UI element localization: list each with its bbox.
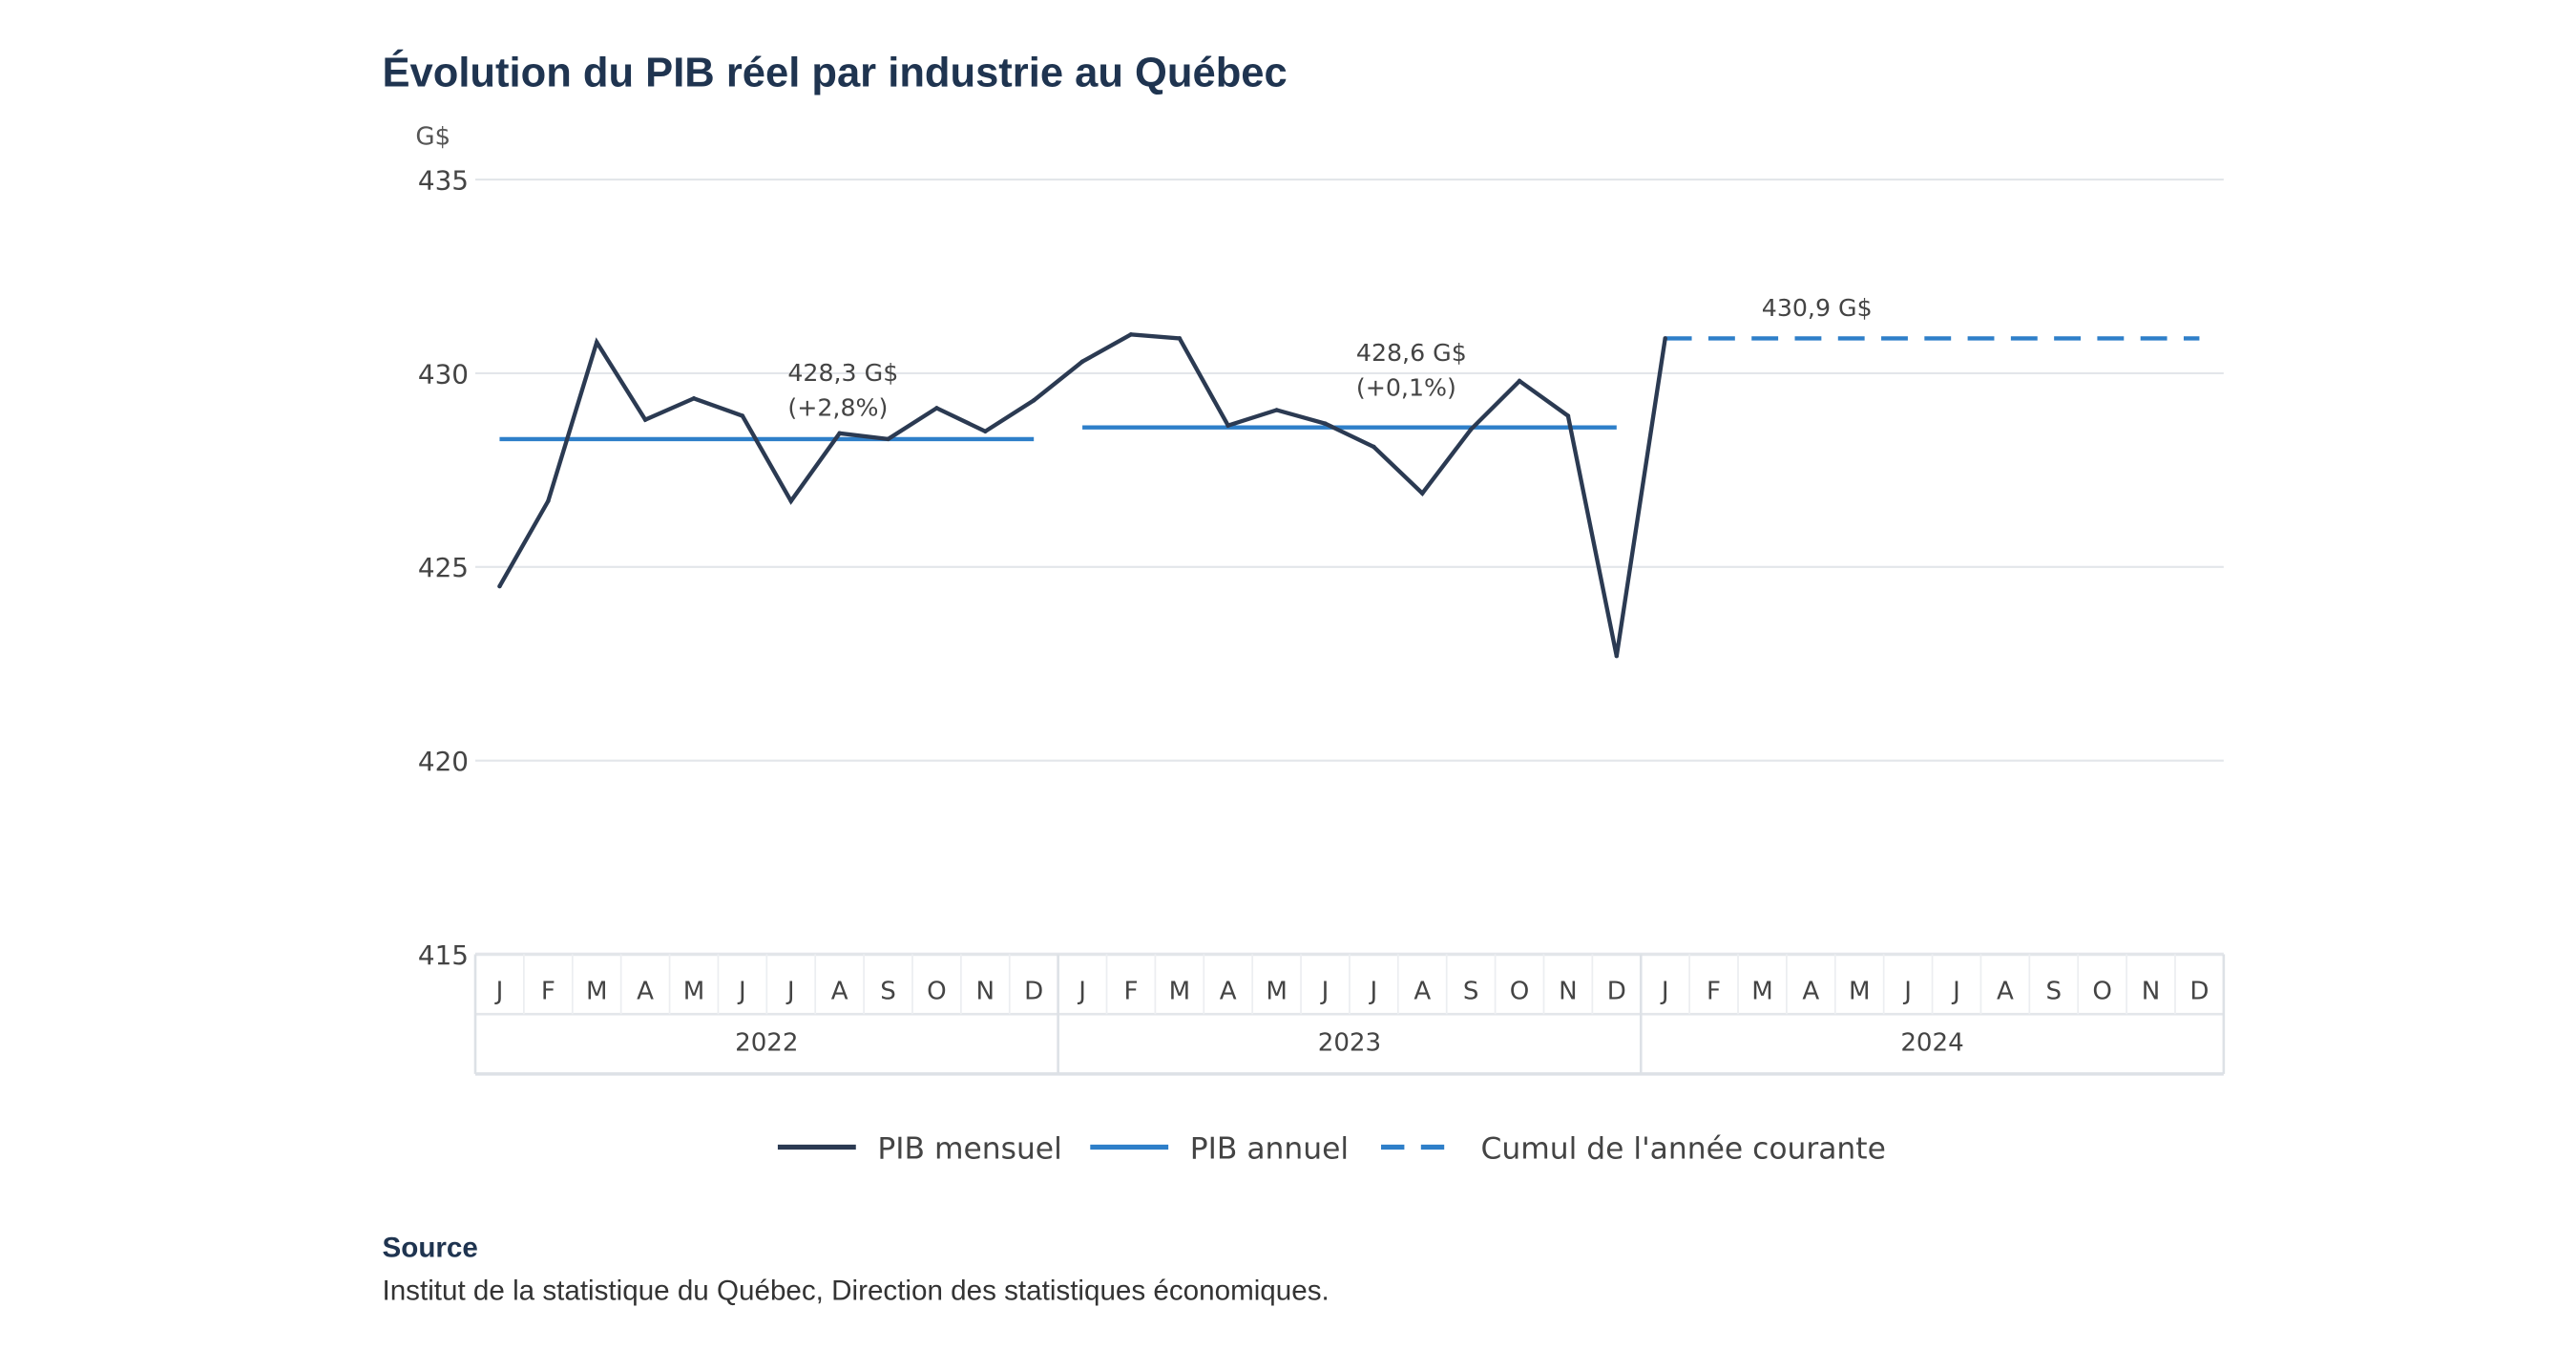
annotation-label: 428,6 G$ [1356,339,1467,367]
monthly-point [934,406,939,411]
monthly-point [886,436,890,442]
month-tick-label: J [1660,978,1669,1006]
monthly-point [1079,359,1085,365]
month-tick-label: F [541,978,555,1006]
month-tick-label: M [1266,978,1288,1006]
month-tick-label: J [1902,978,1912,1006]
y-tick-label: 420 [418,746,469,777]
monthly-point [1323,421,1328,426]
annotation-label: 430,9 G$ [1762,294,1873,322]
y-axis-unit: G$ [415,122,450,151]
month-tick-label: N [2142,978,2161,1006]
source-text: Institut de la statistique du Québec, Di… [382,1275,1330,1307]
month-tick-label: J [785,978,795,1006]
monthly-point [1517,378,1522,384]
monthly-point [1419,491,1425,496]
monthly-point [1468,427,1474,432]
annotation-label: (+0,1%) [1356,373,1456,401]
monthly-point [740,413,745,418]
month-tick-label: N [976,978,995,1006]
month-tick-label: A [637,978,654,1006]
monthly-point [1177,336,1183,341]
monthly-point [1274,408,1279,412]
year-label: 2023 [1318,1029,1381,1058]
monthly-point [1565,413,1571,418]
month-tick-label: D [1607,978,1626,1006]
month-tick-label: F [1123,978,1138,1006]
month-tick-label: A [1997,978,2014,1006]
chart-title: Évolution du PIB réel par industrie au Q… [382,50,1288,96]
y-tick-label: 430 [418,358,469,390]
month-tick-label: A [831,978,848,1006]
month-tick-label: S [880,978,896,1006]
month-tick-label: A [1802,978,1819,1006]
monthly-line [497,332,1667,657]
month-tick-label: J [494,978,504,1006]
monthly-point [837,431,842,436]
annotation-label: (+2,8%) [787,393,888,421]
month-tick-label: A [1220,978,1237,1006]
monthly-point [546,498,551,504]
monthly-point [497,583,502,589]
month-tick-label: M [683,978,705,1006]
monthly-point [1031,398,1037,403]
legend-label: Cumul de l'année courante [1480,1132,1885,1167]
monthly-point [1372,444,1376,450]
year-label: 2024 [1900,1029,1963,1058]
monthly-point [1614,653,1620,659]
month-tick-label: D [1024,978,1043,1006]
month-tick-label: O [2092,978,2112,1006]
monthly-point [642,417,648,422]
month-tick-label: J [1320,978,1330,1006]
month-tick-label: O [927,978,947,1006]
month-tick-label: M [1751,978,1773,1006]
monthly-point [691,396,697,401]
month-tick-label: J [1369,978,1378,1006]
month-tick-label: N [1559,978,1578,1006]
monthly-point [1225,423,1230,428]
month-tick-label: M [1169,978,1191,1006]
monthly-point [788,498,794,504]
month-tick-label: S [1463,978,1479,1006]
monthly-point [983,429,988,434]
legend-label: PIB mensuel [877,1132,1061,1167]
year-label: 2022 [735,1029,798,1058]
month-tick-label: J [737,978,746,1006]
legend-label: PIB annuel [1190,1132,1349,1167]
month-tick-label: S [2045,978,2062,1006]
monthly-point [1663,336,1667,341]
monthly-point [594,340,599,345]
month-tick-label: F [1707,978,1721,1006]
source-heading: Source [382,1232,478,1264]
annotation-label: 428,3 G$ [787,359,898,387]
month-tick-label: M [1849,978,1871,1006]
month-tick-label: O [1510,978,1530,1006]
monthly-point [1128,332,1134,337]
y-tick-label: 435 [418,165,469,197]
month-tick-label: J [1077,978,1086,1006]
month-tick-label: A [1414,978,1431,1006]
month-tick-label: D [2189,978,2209,1006]
month-tick-label: J [1951,978,1960,1006]
month-tick-label: M [586,978,608,1006]
y-tick-label: 425 [418,552,469,583]
y-tick-label: 415 [418,939,469,971]
